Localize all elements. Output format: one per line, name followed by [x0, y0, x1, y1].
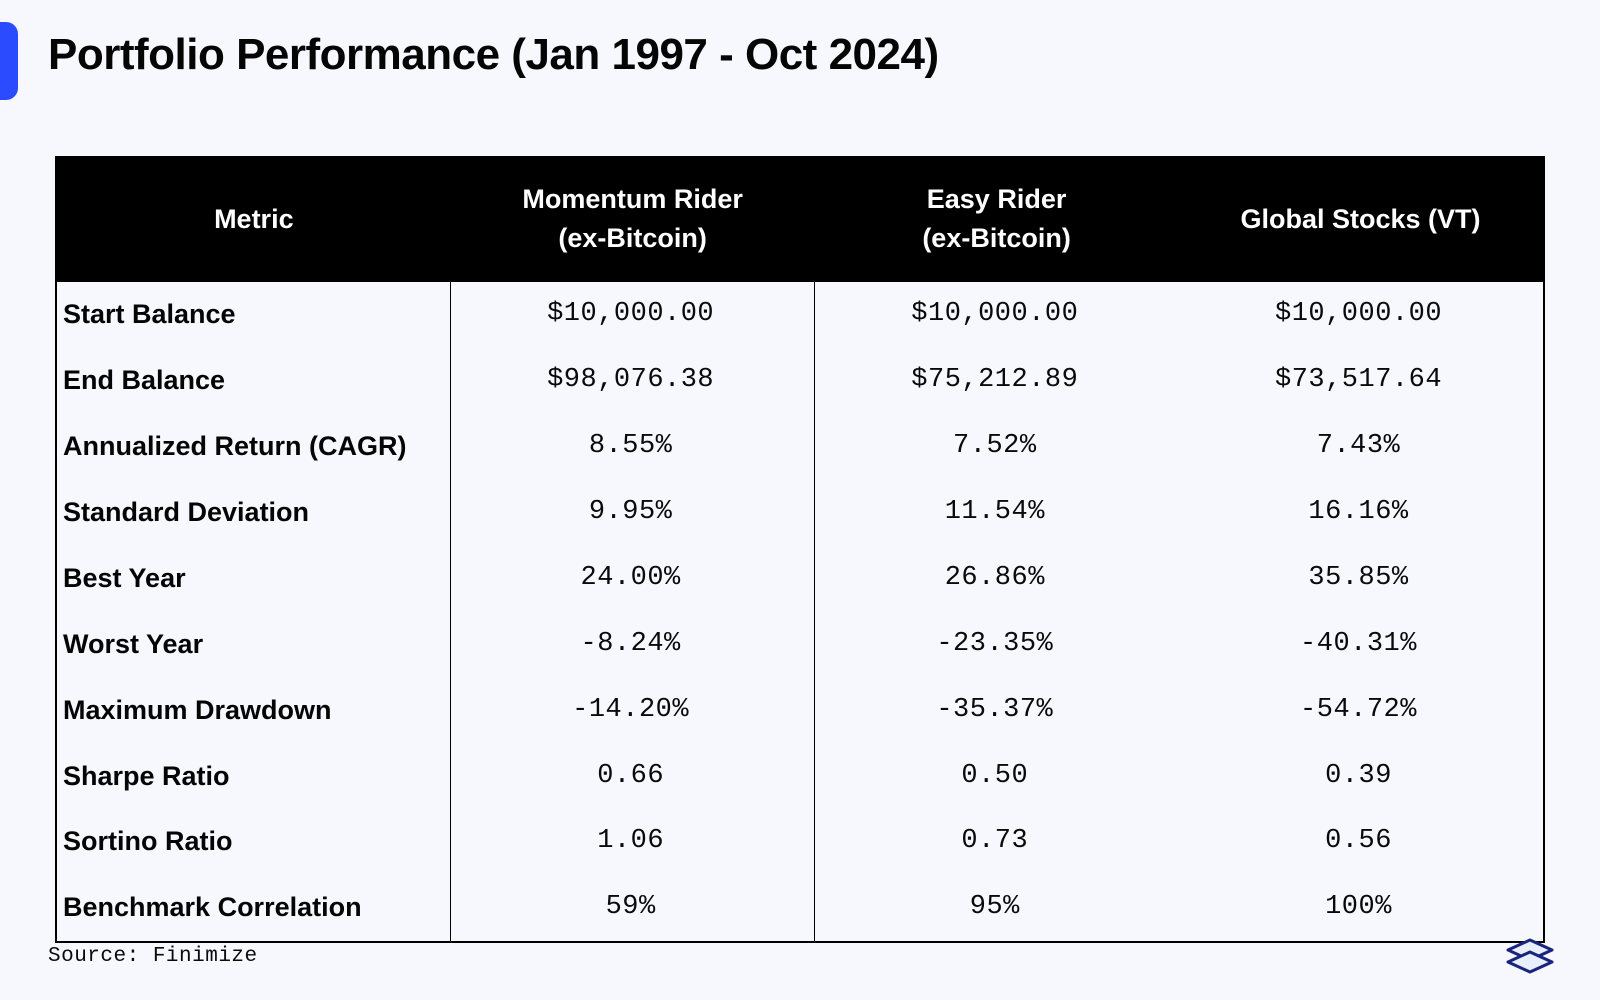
logo-icon [1504, 936, 1556, 978]
value-cell: -35.37% [815, 678, 1179, 744]
table-row: Sharpe Ratio0.660.500.39 [57, 744, 1543, 810]
table-row: End Balance$98,076.38$75,212.89$73,517.6… [57, 348, 1543, 414]
value-cell: 24.00% [451, 546, 815, 612]
value-cell: 0.50 [815, 744, 1179, 810]
col-header-label: Metric [214, 204, 294, 234]
value-cell: -8.24% [451, 612, 815, 678]
col-header-metric: Metric [57, 156, 451, 282]
table-row: Annualized Return (CAGR)8.55%7.52%7.43% [57, 414, 1543, 480]
table-header-row: Metric Momentum Rider (ex-Bitcoin) Easy … [57, 156, 1543, 282]
table-row: Start Balance$10,000.00$10,000.00$10,000… [57, 282, 1543, 348]
table-row: Standard Deviation9.95%11.54%16.16% [57, 480, 1543, 546]
metric-cell: Benchmark Correlation [57, 875, 451, 941]
col-header-label: Easy Rider [927, 184, 1067, 214]
metric-cell: Annualized Return (CAGR) [57, 414, 451, 480]
value-cell: 16.16% [1179, 480, 1543, 546]
table-row: Best Year24.00%26.86%35.85% [57, 546, 1543, 612]
source-text: Source: Finimize [48, 945, 258, 968]
col-header-sublabel: (ex-Bitcoin) [558, 223, 707, 253]
value-cell: -23.35% [815, 612, 1179, 678]
metric-cell: Standard Deviation [57, 480, 451, 546]
metric-cell: Maximum Drawdown [57, 678, 451, 744]
value-cell: 95% [815, 875, 1179, 941]
metric-cell: End Balance [57, 348, 451, 414]
col-header-momentum: Momentum Rider (ex-Bitcoin) [451, 156, 815, 282]
value-cell: 100% [1179, 875, 1543, 941]
page-title: Portfolio Performance (Jan 1997 - Oct 20… [48, 30, 939, 80]
value-cell: $10,000.00 [815, 282, 1179, 348]
value-cell: -40.31% [1179, 612, 1543, 678]
value-cell: 7.52% [815, 414, 1179, 480]
value-cell: 7.43% [1179, 414, 1543, 480]
value-cell: $98,076.38 [451, 348, 815, 414]
value-cell: -14.20% [451, 678, 815, 744]
value-cell: 1.06 [451, 809, 815, 875]
metric-cell: Sortino Ratio [57, 809, 451, 875]
col-header-global: Global Stocks (VT) [1179, 156, 1543, 282]
metric-cell: Worst Year [57, 612, 451, 678]
value-cell: 26.86% [815, 546, 1179, 612]
value-cell: 9.95% [451, 480, 815, 546]
value-cell: 0.66 [451, 744, 815, 810]
performance-table: Metric Momentum Rider (ex-Bitcoin) Easy … [55, 156, 1545, 943]
metric-cell: Best Year [57, 546, 451, 612]
col-header-sublabel: (ex-Bitcoin) [922, 223, 1071, 253]
metric-cell: Sharpe Ratio [57, 744, 451, 810]
value-cell: 0.39 [1179, 744, 1543, 810]
value-cell: 0.56 [1179, 809, 1543, 875]
col-header-easy: Easy Rider (ex-Bitcoin) [815, 156, 1179, 282]
value-cell: $75,212.89 [815, 348, 1179, 414]
metric-cell: Start Balance [57, 282, 451, 348]
value-cell: 0.73 [815, 809, 1179, 875]
value-cell: $10,000.00 [1179, 282, 1543, 348]
table-row: Sortino Ratio1.060.730.56 [57, 809, 1543, 875]
value-cell: $10,000.00 [451, 282, 815, 348]
table-row: Maximum Drawdown-14.20%-35.37%-54.72% [57, 678, 1543, 744]
value-cell: 11.54% [815, 480, 1179, 546]
value-cell: $73,517.64 [1179, 348, 1543, 414]
value-cell: 59% [451, 875, 815, 941]
value-cell: 35.85% [1179, 546, 1543, 612]
col-header-label: Momentum Rider [522, 184, 743, 214]
col-header-label: Global Stocks (VT) [1240, 204, 1480, 234]
table-row: Worst Year-8.24%-23.35%-40.31% [57, 612, 1543, 678]
value-cell: -54.72% [1179, 678, 1543, 744]
value-cell: 8.55% [451, 414, 815, 480]
accent-tab [0, 22, 18, 100]
table-row: Benchmark Correlation59%95%100% [57, 875, 1543, 941]
